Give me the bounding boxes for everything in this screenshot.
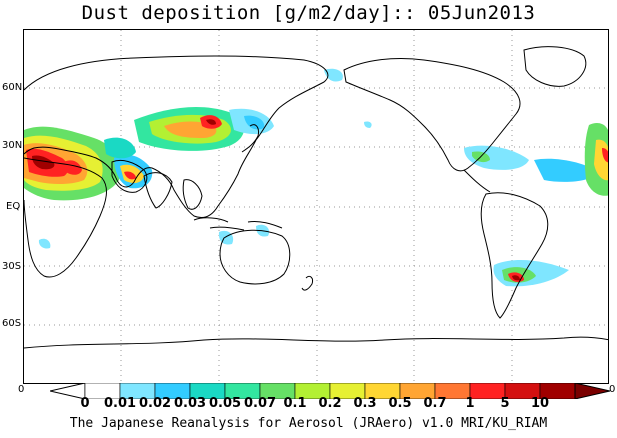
map-title: Dust deposition [g/m2/day]:: 05Jun2013 <box>81 2 536 24</box>
colorbar-arrow-right <box>574 383 610 399</box>
colorbar-tick-label: 1 <box>465 396 475 411</box>
lat-label-30n: 30N <box>2 140 23 151</box>
colorbar-right-end-label: 0 <box>609 384 616 395</box>
colorbar <box>50 383 610 399</box>
colorbar-tick-label: 0.03 <box>173 396 207 411</box>
colorbar-tick-label: 0 <box>80 396 90 411</box>
colorbar-tick-label: 5 <box>500 396 510 411</box>
colorbar-tick-label: 0.05 <box>208 396 242 411</box>
colorbar-tick-label: 0.07 <box>243 396 277 411</box>
colorbar-tick-label: 10 <box>530 396 550 411</box>
colorbar-tick-label: 0.5 <box>388 396 412 411</box>
dust-deposition-field <box>24 68 608 287</box>
colorbar-tick-label: 0.02 <box>138 396 172 411</box>
colorbar-tick-label: 0.01 <box>103 396 137 411</box>
lat-label-30s: 30S <box>2 261 22 272</box>
graticule <box>24 30 608 383</box>
colorbar-tick-label: 0.1 <box>283 396 307 411</box>
world-map <box>24 30 608 383</box>
colorbar-tick-label: 0.2 <box>318 396 342 411</box>
colorbar-left-end-label: 0 <box>18 384 25 395</box>
colorbar-tick-label: 0.7 <box>423 396 447 411</box>
colorbar-tick-label: 0.3 <box>353 396 377 411</box>
lat-label-60n: 60N <box>2 82 23 93</box>
lat-label-eq: EQ <box>6 201 21 212</box>
map-panel <box>23 29 609 384</box>
lat-label-60s: 60S <box>2 318 22 329</box>
coastlines <box>24 46 608 349</box>
credit-line: The Japanese Reanalysis for Aerosol (JRA… <box>69 416 548 431</box>
